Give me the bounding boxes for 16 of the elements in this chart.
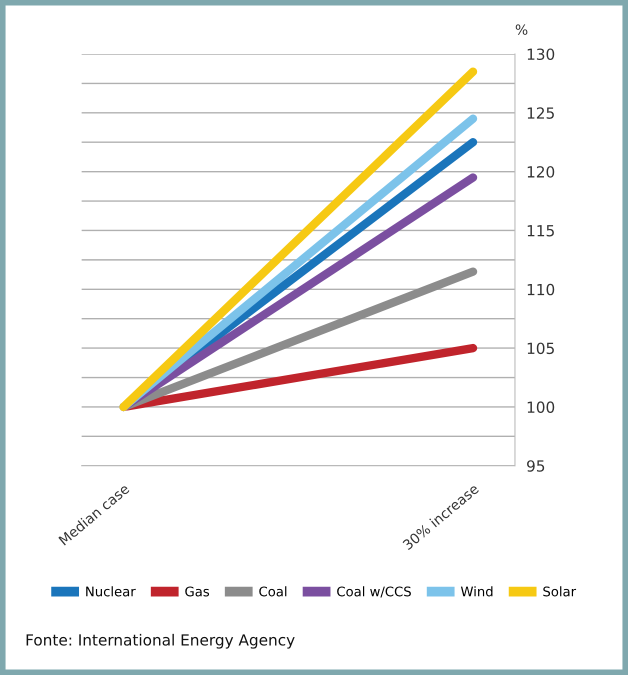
y-tick-label: 115	[528, 225, 554, 236]
source-note: Fonte: International Energy Agency	[26, 634, 295, 649]
y-tick-label: 100	[528, 401, 554, 413]
legend-label: Gas	[185, 586, 210, 596]
legend-label: Coal	[259, 586, 286, 596]
y-axis-title: %	[516, 24, 528, 35]
y-tick-label: 120	[528, 166, 554, 178]
y-tick-label: 105	[528, 342, 554, 354]
legend-label: Coal w/CCS	[337, 586, 411, 598]
y-tick-label: 95	[527, 460, 544, 472]
y-tick-label: 125	[528, 107, 554, 119]
legend-label: Nuclear	[86, 586, 136, 596]
legend-label: Wind	[460, 586, 492, 596]
legend-label: Solar	[543, 586, 576, 596]
y-tick-label: 110	[528, 284, 554, 296]
y-tick-label: 130	[528, 48, 554, 60]
